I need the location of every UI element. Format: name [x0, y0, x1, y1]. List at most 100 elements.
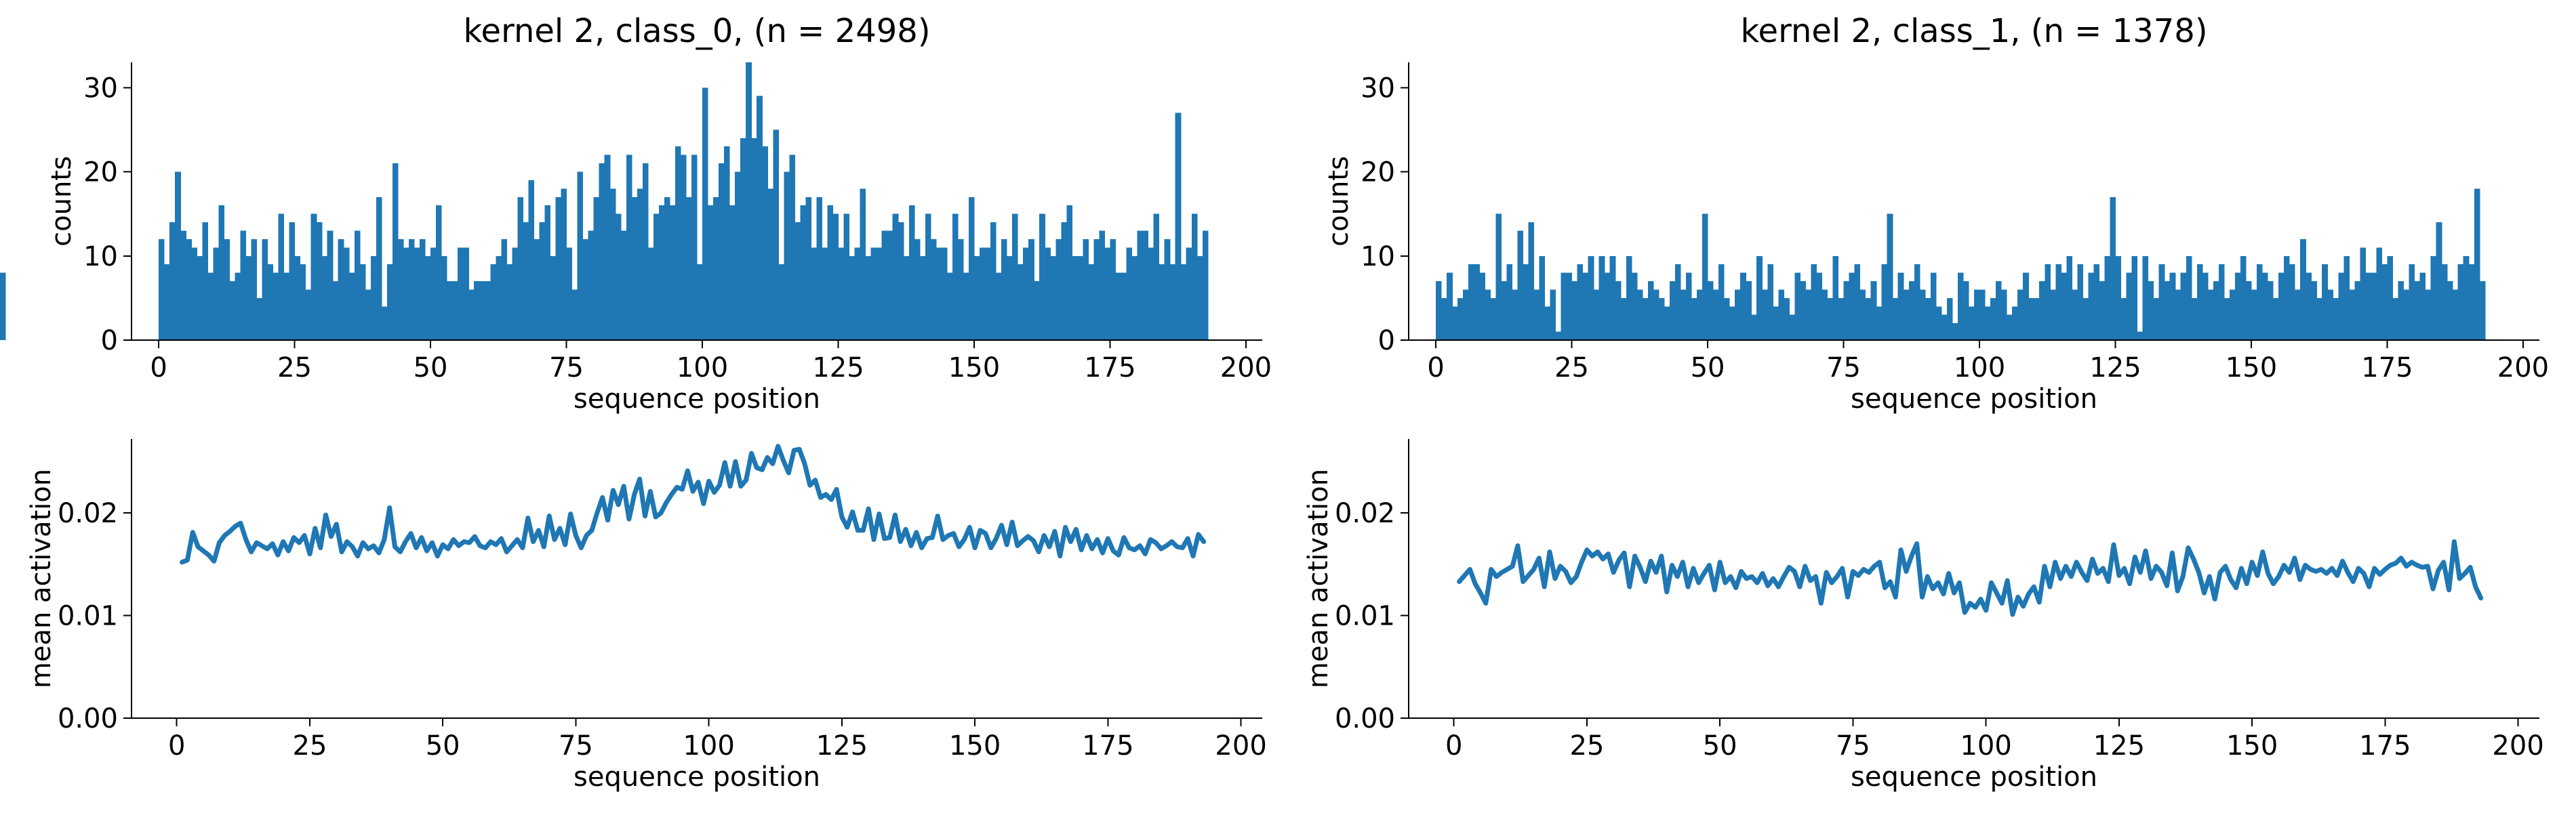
- x-tick-label: 50: [426, 730, 460, 762]
- histogram-bar: [294, 255, 301, 340]
- histogram-bar: [310, 213, 317, 340]
- x-tick-label: 150: [948, 352, 1000, 383]
- histogram-bar: [1897, 272, 1904, 340]
- histogram-bar: [664, 196, 670, 340]
- histogram-bar: [1647, 281, 1654, 340]
- histogram-bar: [2066, 255, 2072, 340]
- histogram-bar: [1713, 289, 1719, 340]
- histogram-bar: [2371, 272, 2377, 340]
- histogram-bar: [1528, 222, 1535, 340]
- histogram-bar: [1436, 281, 1442, 340]
- histogram-bar: [2186, 255, 2192, 340]
- histogram-bar: [1865, 297, 1872, 340]
- histogram-bar: [1800, 281, 1807, 340]
- histogram-bar: [2430, 255, 2437, 340]
- histogram-bar: [2175, 289, 2181, 340]
- histogram-bar: [441, 255, 447, 340]
- histogram-bar: [582, 238, 589, 340]
- histogram-bar: [1506, 264, 1512, 340]
- histogram-bar: [2229, 289, 2236, 340]
- histogram-bar: [458, 247, 464, 340]
- histogram-bar: [2126, 272, 2133, 340]
- histogram-bar: [2403, 289, 2410, 340]
- histogram-bar: [702, 87, 708, 341]
- histogram-bar: [794, 222, 801, 340]
- histogram-bar: [675, 146, 681, 340]
- histogram-bar: [740, 138, 746, 340]
- histogram-bar: [305, 289, 312, 340]
- histogram-bar: [680, 154, 687, 340]
- histogram-bar: [2278, 272, 2285, 340]
- histogram-bar: [1447, 272, 1453, 340]
- histogram-bar: [2338, 272, 2344, 340]
- histogram-bar: [1191, 213, 1198, 340]
- histogram-bar: [2284, 255, 2290, 340]
- histogram-bar: [1849, 272, 1855, 340]
- y-axis-label: counts: [46, 156, 77, 247]
- histogram-bar: [1979, 289, 1986, 340]
- histogram-bar: [2245, 281, 2252, 340]
- histogram-bar: [463, 247, 469, 340]
- histogram-bar: [539, 222, 546, 340]
- histogram-bar: [647, 247, 654, 340]
- histogram-bar: [240, 230, 247, 340]
- histogram-bar: [289, 222, 296, 340]
- histogram-bar: [517, 196, 523, 340]
- x-tick-label: 150: [2226, 352, 2277, 383]
- histogram-bar: [1093, 238, 1100, 340]
- histogram-bar: [1083, 238, 1089, 340]
- histogram-bar: [1457, 297, 1464, 340]
- histogram-bar: [2463, 255, 2470, 340]
- histogram-bar: [1007, 255, 1013, 340]
- histogram-bar: [838, 247, 845, 340]
- histogram-bar: [985, 247, 991, 340]
- histogram-bar: [637, 188, 643, 340]
- histogram-bar: [1153, 213, 1160, 340]
- histogram-bar: [1490, 297, 1496, 340]
- histogram-bar: [397, 238, 404, 340]
- histogram-bar: [392, 163, 399, 340]
- histogram-bar: [2034, 297, 2040, 340]
- histogram-bar: [1952, 323, 1958, 340]
- histogram-bar: [1126, 247, 1133, 340]
- histogram-bar: [1957, 272, 1964, 340]
- histogram-bar: [1854, 264, 1861, 340]
- histogram-bar: [338, 238, 344, 340]
- histogram-bar: [1881, 264, 1888, 340]
- histogram-bar: [1593, 289, 1600, 340]
- y-tick-label: 0.01: [1335, 601, 1395, 632]
- x-axis-label: sequence position: [1851, 383, 2097, 415]
- histogram-bar: [2213, 281, 2219, 340]
- x-tick-label: 25: [1554, 352, 1589, 383]
- histogram-bar: [251, 238, 258, 340]
- histogram-bar: [2376, 247, 2383, 340]
- histogram-bar: [316, 222, 323, 340]
- histogram-bar: [767, 188, 773, 340]
- y-tick-label: 0.02: [1335, 498, 1395, 529]
- histogram-bar: [1582, 272, 1589, 340]
- histogram-bar: [2104, 255, 2111, 340]
- histogram-bar: [1512, 289, 1518, 340]
- histogram-bar: [2218, 264, 2225, 340]
- histogram-bar: [1452, 306, 1458, 340]
- histogram-bar: [2012, 306, 2018, 340]
- histogram-bar: [381, 306, 388, 340]
- y-tick-label: 0: [101, 325, 118, 356]
- x-tick-label: 50: [1703, 730, 1737, 762]
- histogram-bar: [218, 205, 224, 340]
- histogram-bar: [1137, 230, 1144, 340]
- x-tick-label: 75: [559, 730, 593, 762]
- histogram-bar: [1088, 264, 1095, 340]
- histogram-bar: [235, 272, 241, 340]
- histogram-bar: [822, 247, 828, 340]
- histogram-bar: [420, 238, 426, 340]
- histogram-bar: [1724, 297, 1730, 340]
- x-tick-label: 200: [1215, 730, 1266, 762]
- histogram-bar: [588, 230, 595, 340]
- x-tick-label: 0: [150, 352, 167, 383]
- histogram-bar: [1061, 222, 1067, 340]
- histogram-bar: [2099, 281, 2106, 340]
- histogram-bar: [2333, 297, 2339, 340]
- histogram-bar: [620, 230, 627, 340]
